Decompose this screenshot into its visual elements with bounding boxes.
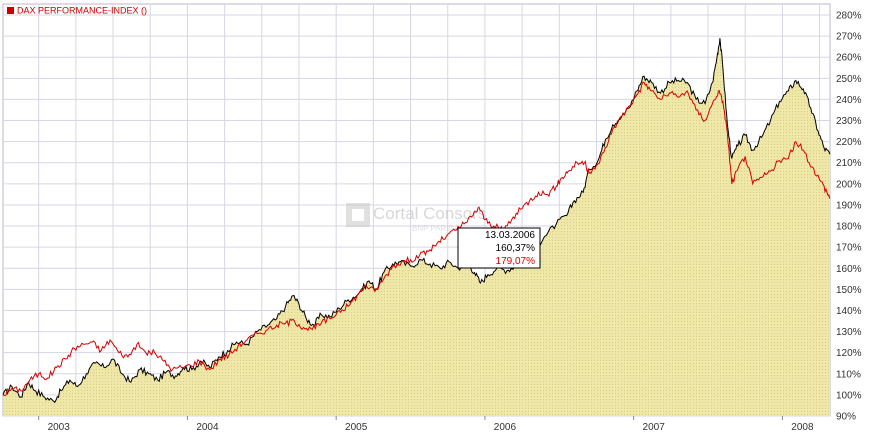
y-tick-label: 240% bbox=[836, 95, 862, 106]
y-tick-label: 230% bbox=[836, 116, 862, 127]
y-tick-label: 100% bbox=[836, 390, 862, 401]
y-tick-label: 110% bbox=[836, 369, 861, 380]
series-line-black bbox=[2, 38, 831, 404]
watermark-logo-inner bbox=[352, 209, 364, 221]
tooltip: 13.03.2006 160,37% 179,07% bbox=[457, 227, 541, 269]
y-tick-label: 280% bbox=[836, 11, 862, 22]
watermark: Cortal Consors BNP PARIBAS bbox=[346, 203, 486, 233]
series-line-red bbox=[2, 81, 831, 397]
y-tick-label: 250% bbox=[836, 74, 862, 85]
tooltip-box bbox=[457, 227, 541, 269]
y-tick-label: 170% bbox=[836, 243, 862, 254]
y-tick-label: 260% bbox=[836, 53, 862, 64]
y-axis: 90% 100% 110% 120% 130% 140% 150% 160% 170% 180% 1… bbox=[836, 11, 862, 423]
legend-swatch bbox=[7, 7, 14, 14]
x-tick-label: 2003 bbox=[48, 422, 71, 433]
x-tick-label: 2005 bbox=[345, 422, 368, 433]
x-tick-label: 2006 bbox=[494, 422, 517, 433]
legend-label: DAX PERFORMANCE-INDEX () bbox=[17, 6, 147, 16]
series-layer bbox=[2, 38, 831, 416]
y-tick-label: 180% bbox=[836, 222, 862, 233]
y-tick-label: 90% bbox=[836, 412, 856, 423]
y-tick-label: 210% bbox=[836, 158, 862, 169]
y-tick-label: 130% bbox=[836, 327, 862, 338]
y-tick-label: 270% bbox=[836, 32, 862, 43]
y-tick-label: 140% bbox=[836, 306, 862, 317]
y-tick-label: 150% bbox=[836, 285, 862, 296]
watermark-subtext: BNP PARIBAS bbox=[412, 224, 465, 233]
series-area-fill bbox=[3, 38, 830, 416]
tooltip-date: 13.03.2006 bbox=[485, 230, 535, 241]
tooltip-value-black: 160,37% bbox=[496, 243, 536, 254]
y-tick-label: 120% bbox=[836, 348, 862, 359]
y-tick-label: 220% bbox=[836, 137, 862, 148]
y-tick-label: 190% bbox=[836, 200, 862, 211]
y-tick-label: 160% bbox=[836, 264, 862, 275]
x-tick-label: 2004 bbox=[196, 422, 219, 433]
watermark-text: Cortal Consors bbox=[373, 204, 486, 223]
x-axis: 2003 2004 2005 2006 2007 2008 bbox=[38, 416, 814, 433]
y-tick-label: 200% bbox=[836, 179, 862, 190]
tooltip-value-red: 179,07% bbox=[496, 256, 536, 267]
legend: DAX PERFORMANCE-INDEX () bbox=[7, 6, 147, 16]
x-tick-label: 2008 bbox=[791, 422, 814, 433]
x-tick-label: 2007 bbox=[643, 422, 666, 433]
